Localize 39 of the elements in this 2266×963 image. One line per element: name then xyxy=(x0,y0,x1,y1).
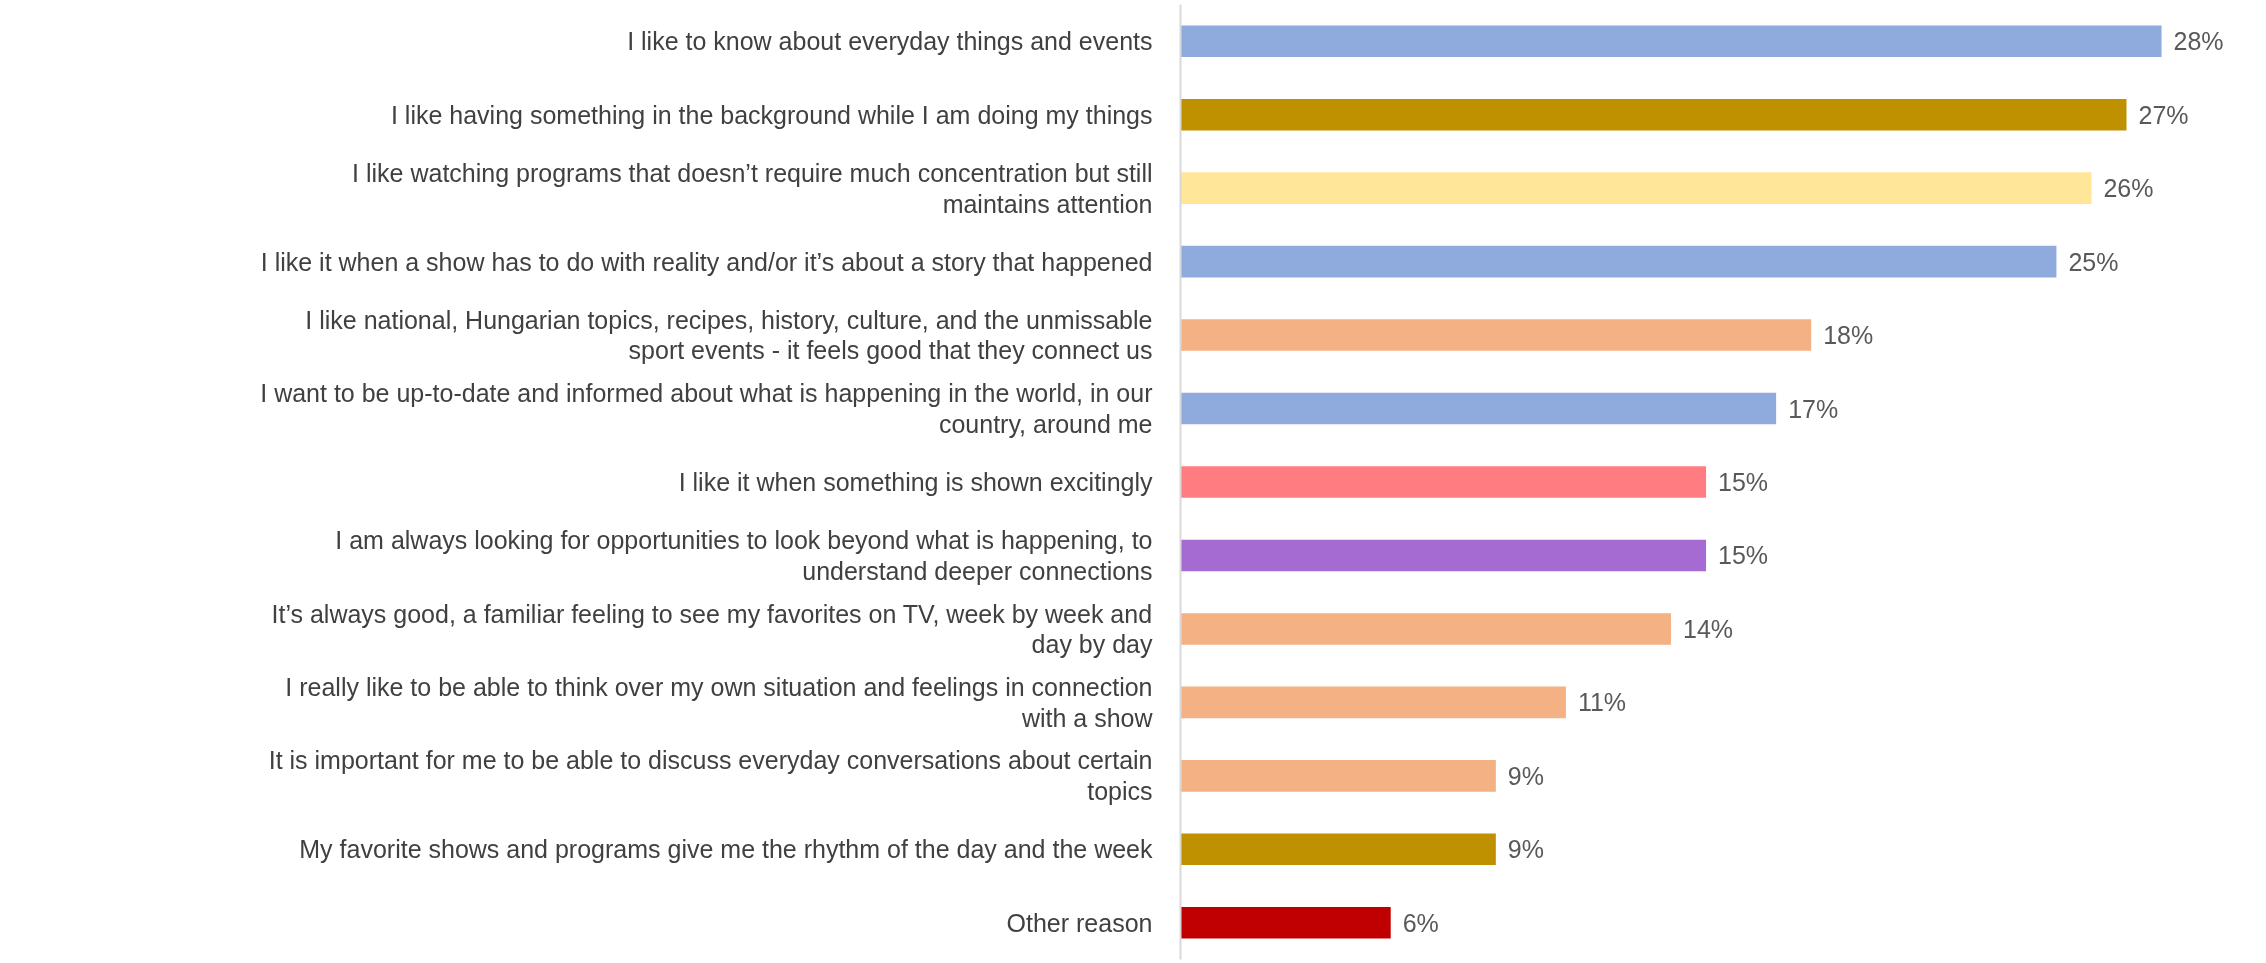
y-tick-label: I like having something in the background while I am doing my things xyxy=(390,100,1153,129)
bar xyxy=(1180,539,1707,572)
bar xyxy=(1180,98,2127,131)
y-tick-label: I like it when something is shown excitingly xyxy=(678,468,1153,496)
bar xyxy=(1180,686,1566,719)
bar xyxy=(1180,833,1496,866)
bar xyxy=(1180,319,1812,351)
data-label: 14% xyxy=(1683,614,1734,643)
data-label: 6% xyxy=(1402,908,1439,937)
data-label: 27% xyxy=(2138,100,2189,129)
bar xyxy=(1180,613,1672,645)
bar xyxy=(1180,245,2057,278)
y-tick-label: I really like to be able to think over my own situation and feelings in connection with a show xyxy=(285,672,1154,732)
y-tick-label: I like to know about everyday things and events xyxy=(627,27,1153,56)
data-label: 28% xyxy=(2173,27,2224,56)
bar xyxy=(1180,906,1391,939)
y-tick-label: It’s always good, a familiar feeling to see my favorites on TV, week by week and day by day xyxy=(271,599,1153,659)
bar xyxy=(1180,172,2092,204)
y-tick-label: I like national, Hungarian topics, recipes, history, culture, and the unmissable sport events - it feels good that they connect us xyxy=(305,305,1153,365)
data-label: 9% xyxy=(1507,835,1544,864)
data-label: 15% xyxy=(1718,468,1769,496)
bar xyxy=(1180,392,1777,425)
bar xyxy=(1180,25,2162,58)
data-label: 15% xyxy=(1718,541,1769,570)
y-tick-label: I like watching programs that doesn’t require much concentration but still maintains attention xyxy=(352,158,1153,218)
data-label: 25% xyxy=(2068,247,2119,276)
data-label: 9% xyxy=(1507,761,1544,790)
y-tick-label: I am always looking for opportunities to look beyond what is happening, to understand deeper connections xyxy=(335,526,1153,585)
data-label: 26% xyxy=(2103,174,2154,203)
bar xyxy=(1180,466,1707,498)
bar xyxy=(1180,760,1496,792)
y-tick-label: Other reason xyxy=(1006,908,1153,937)
data-label: 18% xyxy=(1823,321,1874,350)
y-tick-label: It is important for me to be able to discuss everyday conversations about certain topics xyxy=(268,746,1153,806)
data-label: 17% xyxy=(1788,394,1839,423)
y-tick-label: My favorite shows and programs give me the rhythm of the day and the week xyxy=(299,835,1153,864)
y-tick-label: I like it when a show has to do with reality and/or it’s about a story that happened xyxy=(260,247,1153,276)
data-label: 11% xyxy=(1577,688,1627,717)
y-tick-label: I want to be up-to-date and informed about what is happening in the world, in our country, around me xyxy=(260,379,1153,438)
